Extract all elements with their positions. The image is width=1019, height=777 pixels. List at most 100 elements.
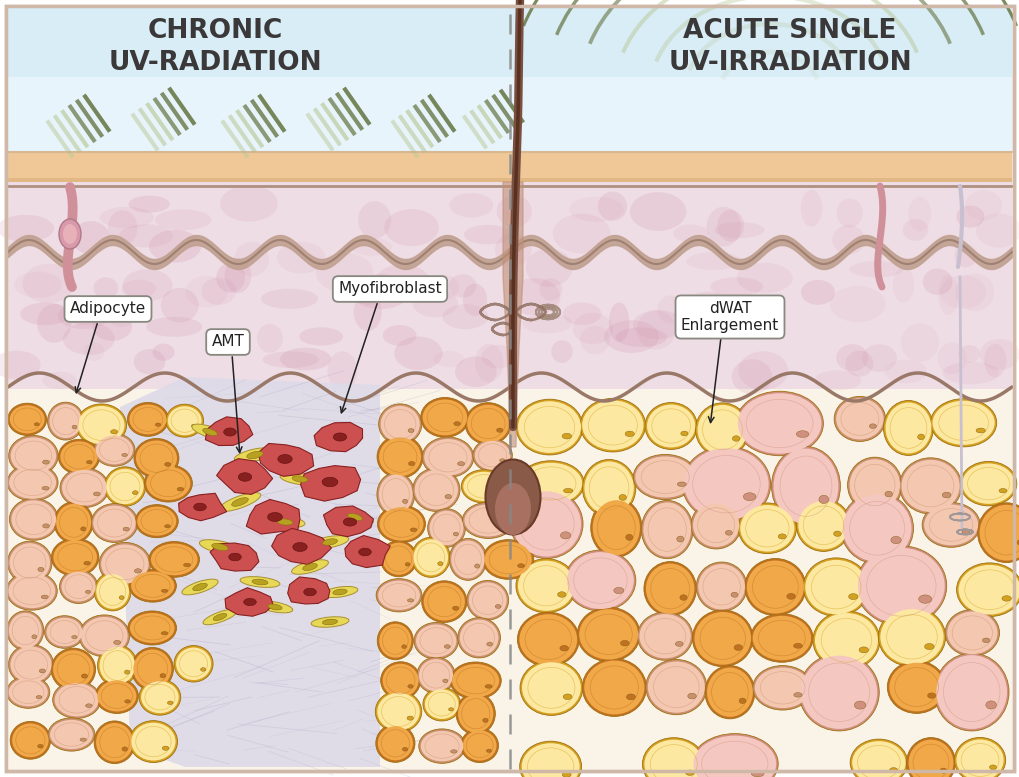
Ellipse shape <box>464 225 513 244</box>
Ellipse shape <box>833 531 841 536</box>
Ellipse shape <box>384 209 438 246</box>
Ellipse shape <box>8 678 48 706</box>
Ellipse shape <box>813 371 860 390</box>
Ellipse shape <box>322 619 337 625</box>
Polygon shape <box>258 444 314 476</box>
Ellipse shape <box>579 609 638 660</box>
Ellipse shape <box>467 580 508 620</box>
Ellipse shape <box>58 439 100 474</box>
Ellipse shape <box>422 437 473 478</box>
Ellipse shape <box>645 563 694 614</box>
Ellipse shape <box>423 688 461 721</box>
Ellipse shape <box>161 288 199 322</box>
Ellipse shape <box>845 350 872 377</box>
Ellipse shape <box>167 406 202 435</box>
Ellipse shape <box>464 504 512 536</box>
Ellipse shape <box>53 681 101 719</box>
Ellipse shape <box>106 469 144 504</box>
Ellipse shape <box>417 657 454 693</box>
Ellipse shape <box>176 647 211 680</box>
Ellipse shape <box>777 534 786 539</box>
Ellipse shape <box>738 503 796 554</box>
Ellipse shape <box>918 595 930 603</box>
Ellipse shape <box>174 646 213 682</box>
Ellipse shape <box>8 573 55 608</box>
Ellipse shape <box>936 343 966 375</box>
Ellipse shape <box>964 190 1001 221</box>
Ellipse shape <box>917 434 923 440</box>
Ellipse shape <box>129 720 177 762</box>
Ellipse shape <box>452 606 459 611</box>
Ellipse shape <box>463 472 504 501</box>
Ellipse shape <box>72 425 76 429</box>
Ellipse shape <box>892 267 913 302</box>
Ellipse shape <box>161 632 168 635</box>
Ellipse shape <box>485 459 540 535</box>
Ellipse shape <box>473 439 512 472</box>
Ellipse shape <box>121 453 127 457</box>
Ellipse shape <box>122 269 172 301</box>
Ellipse shape <box>423 583 465 621</box>
Ellipse shape <box>906 737 955 777</box>
Text: CHRONIC
UV-RADIATION: CHRONIC UV-RADIATION <box>108 19 322 75</box>
Ellipse shape <box>482 539 533 580</box>
Ellipse shape <box>832 225 864 255</box>
Ellipse shape <box>42 486 49 490</box>
Bar <box>8 389 1011 769</box>
Ellipse shape <box>407 599 414 602</box>
Ellipse shape <box>647 661 704 713</box>
Ellipse shape <box>923 643 933 650</box>
Ellipse shape <box>750 614 812 662</box>
Ellipse shape <box>375 724 415 762</box>
Ellipse shape <box>582 400 643 450</box>
Ellipse shape <box>7 676 50 709</box>
Ellipse shape <box>412 538 449 577</box>
Ellipse shape <box>743 493 755 500</box>
Ellipse shape <box>691 733 777 777</box>
Ellipse shape <box>38 744 43 748</box>
Ellipse shape <box>818 495 827 503</box>
Ellipse shape <box>216 263 245 293</box>
Ellipse shape <box>680 431 688 436</box>
Ellipse shape <box>494 483 531 535</box>
Ellipse shape <box>572 313 612 344</box>
Ellipse shape <box>60 468 109 507</box>
Ellipse shape <box>619 494 626 500</box>
Ellipse shape <box>311 617 348 627</box>
Ellipse shape <box>9 498 58 540</box>
Ellipse shape <box>193 584 207 591</box>
Ellipse shape <box>849 459 899 510</box>
Ellipse shape <box>625 431 634 437</box>
Ellipse shape <box>460 619 498 656</box>
Text: Adipocyte: Adipocyte <box>70 301 146 316</box>
Text: Myofibroblast: Myofibroblast <box>338 281 441 297</box>
Ellipse shape <box>354 293 381 331</box>
Ellipse shape <box>485 685 492 688</box>
Ellipse shape <box>71 636 77 639</box>
Ellipse shape <box>41 595 48 599</box>
Ellipse shape <box>98 645 137 686</box>
Ellipse shape <box>706 667 752 717</box>
Ellipse shape <box>405 563 410 566</box>
Ellipse shape <box>51 648 96 691</box>
Ellipse shape <box>124 670 129 674</box>
Ellipse shape <box>394 336 442 370</box>
Ellipse shape <box>494 233 532 267</box>
Ellipse shape <box>812 611 879 670</box>
Ellipse shape <box>351 238 391 256</box>
Ellipse shape <box>403 499 408 503</box>
Ellipse shape <box>626 694 635 700</box>
Ellipse shape <box>427 509 465 547</box>
Ellipse shape <box>291 476 308 483</box>
Ellipse shape <box>50 720 93 749</box>
Ellipse shape <box>580 399 645 452</box>
Ellipse shape <box>76 404 126 446</box>
Ellipse shape <box>735 392 822 456</box>
Ellipse shape <box>129 405 166 434</box>
Ellipse shape <box>740 505 794 552</box>
Ellipse shape <box>277 455 291 464</box>
Polygon shape <box>287 577 329 604</box>
Ellipse shape <box>419 729 465 763</box>
Ellipse shape <box>695 403 749 457</box>
Ellipse shape <box>550 340 572 363</box>
